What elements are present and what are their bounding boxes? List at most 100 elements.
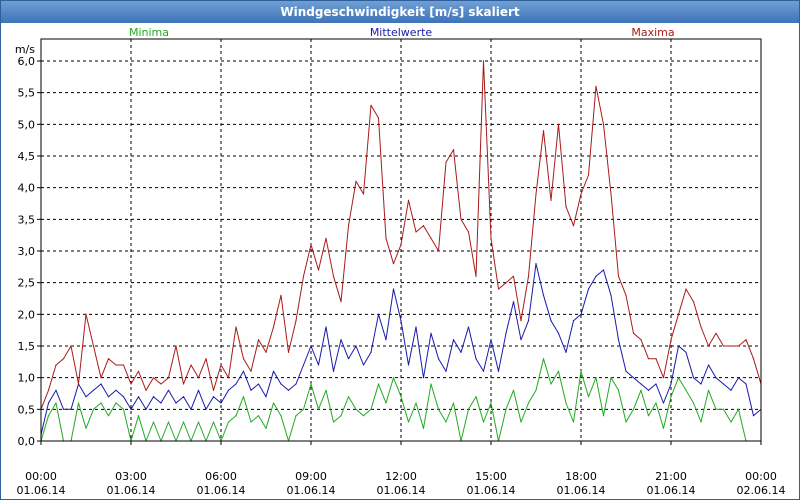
data-point-minima [137,415,140,417]
data-point-maxima [737,345,740,347]
data-point-mittelwerte [160,402,162,404]
data-point-minima [235,415,237,417]
data-point-maxima [632,332,635,334]
data-point-mittelwerte [212,396,215,398]
data-point-maxima [707,345,710,347]
data-point-maxima [542,130,545,132]
x-tick-date: 01.06.14 [647,484,696,497]
data-point-minima [355,408,357,410]
data-point-maxima [430,237,432,239]
data-point-minima [602,415,605,417]
legend: Minima Mittelwerte Maxima [129,26,675,39]
data-point-mittelwerte [617,339,620,341]
data-point-maxima [392,263,395,265]
data-point-mittelwerte [475,358,477,360]
data-point-minima [737,408,740,410]
data-point-maxima [160,383,162,385]
data-point-mittelwerte [452,339,455,341]
data-point-maxima [535,193,537,195]
data-point-mittelwerte [752,415,755,417]
data-point-maxima [340,301,342,303]
data-point-maxima [445,161,447,163]
data-point-minima [542,358,545,360]
data-point-minima [610,377,612,379]
y-tick-label: 1,5 [18,340,36,353]
x-tick-time: 06:00 [205,470,237,483]
data-point-mittelwerte [55,389,57,391]
data-point-minima [272,402,275,404]
chart-title: Windgeschwindigkeit [m/s] skaliert [1,1,799,23]
data-point-minima [377,383,380,385]
data-point-mittelwerte [47,402,50,404]
data-point-maxima [137,370,140,372]
data-point-mittelwerte [85,396,87,398]
data-point-maxima [377,117,380,119]
data-point-minima [505,408,507,410]
data-point-maxima [400,244,402,246]
data-point-maxima [527,275,530,277]
data-point-minima [265,427,267,429]
data-point-mittelwerte [122,396,125,398]
data-point-minima [362,415,365,417]
data-point-mittelwerte [197,389,200,391]
data-point-minima [302,408,305,410]
data-point-minima [580,370,582,372]
grid-lines [41,39,761,441]
data-point-mittelwerte [580,313,582,315]
data-point-maxima [182,383,185,385]
data-point-maxima [310,244,312,246]
data-point-mittelwerte [535,263,537,265]
data-point-mittelwerte [700,383,702,385]
y-tick-label: 2,5 [18,277,36,290]
data-point-mittelwerte [692,377,695,379]
data-point-mittelwerte [512,301,515,303]
data-point-mittelwerte [145,408,147,410]
data-point-maxima [685,288,687,290]
data-point-minima [437,408,440,410]
data-point-mittelwerte [587,288,590,290]
data-point-maxima [475,275,477,277]
data-point-minima [692,402,695,404]
data-point-maxima [265,351,267,353]
data-point-maxima [407,199,410,201]
y-tick-label: 2,0 [18,308,36,321]
data-point-minima [482,421,485,423]
data-point-minima [340,415,342,417]
data-point-mittelwerte [422,377,425,379]
legend-label-minima: Minima [129,26,169,39]
data-point-mittelwerte [340,339,342,341]
y-tick-label: 5,5 [18,87,36,100]
data-point-mittelwerte [190,408,192,410]
x-tick-date: 01.06.14 [557,484,606,497]
data-point-minima [445,421,447,423]
data-point-minima [385,402,387,404]
data-point-minima [152,421,155,423]
data-point-maxima [722,345,725,347]
data-point-mittelwerte [460,351,462,353]
data-point-minima [677,377,680,379]
data-point-maxima [520,320,522,322]
axis-ticks [37,60,762,445]
data-point-minima [730,421,732,423]
y-tick-label: 3,0 [18,245,36,258]
data-point-minima [332,421,335,423]
data-point-mittelwerte [572,320,575,322]
data-point-maxima [115,364,117,366]
data-point-mittelwerte [62,408,65,410]
data-point-mittelwerte [115,389,117,391]
x-tick-time: 18:00 [565,470,597,483]
data-point-maxima [752,358,755,360]
data-point-maxima [610,193,612,195]
data-point-maxima [107,358,110,360]
data-point-maxima [85,313,87,315]
data-point-mittelwerte [152,396,155,398]
data-point-minima [715,408,717,410]
data-point-maxima [70,345,72,347]
data-point-mittelwerte [317,364,320,366]
chart-plot: 0,0 0,5 1,0 1,5 2,0 2,5 3,0 3,5 4,0 4,5 5,0 5,5 6,0m… [15,26,786,497]
data-point-maxima [625,294,627,296]
data-point-mittelwerte [107,396,110,398]
data-point-maxima [655,358,657,360]
data-point-minima [707,389,710,391]
